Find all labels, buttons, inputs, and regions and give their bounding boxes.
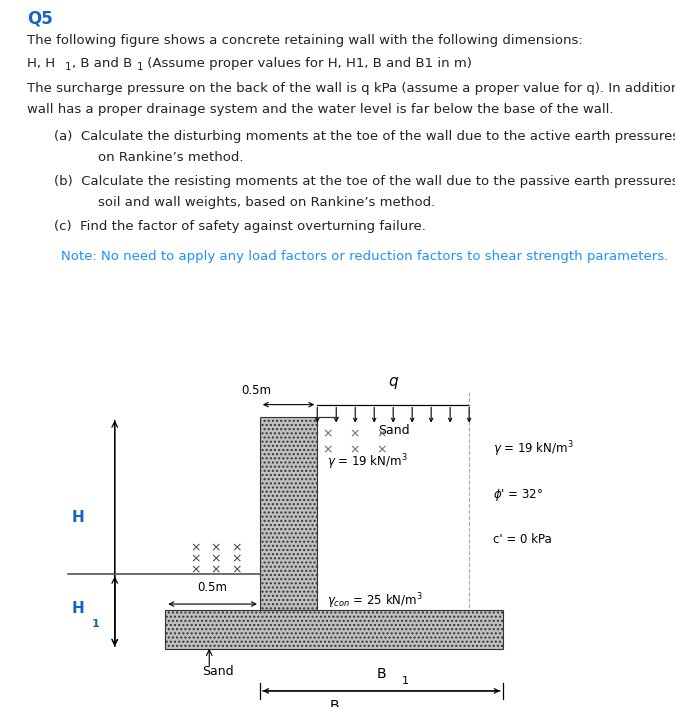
Text: ×: ×: [322, 443, 333, 456]
Text: soil and wall weights, based on Rankine’s method.: soil and wall weights, based on Rankine’…: [98, 197, 435, 209]
Text: B: B: [377, 667, 386, 682]
Text: ×: ×: [376, 427, 387, 440]
Text: ×: ×: [349, 427, 360, 440]
Text: H, H: H, H: [27, 57, 55, 71]
Text: 1: 1: [65, 62, 72, 72]
Text: ×: ×: [231, 553, 242, 566]
Text: q: q: [388, 373, 398, 389]
Text: 0.5m: 0.5m: [198, 581, 227, 595]
Text: The surcharge pressure on the back of the wall is q kPa (assume a proper value f: The surcharge pressure on the back of th…: [27, 82, 675, 95]
Text: ×: ×: [190, 553, 201, 566]
Text: ×: ×: [231, 563, 242, 577]
Text: ×: ×: [211, 542, 221, 554]
Text: H: H: [72, 600, 84, 616]
Text: H: H: [72, 510, 84, 525]
Text: on Rankine’s method.: on Rankine’s method.: [98, 151, 244, 164]
Text: ×: ×: [190, 563, 201, 577]
Text: (a)  Calculate the disturbing moments at the toe of the wall due to the active e: (a) Calculate the disturbing moments at …: [54, 130, 675, 143]
Text: (Assume proper values for H, H1, B and B1 in m): (Assume proper values for H, H1, B and B…: [143, 57, 472, 71]
Text: $\gamma$ = 19 kN/m$^3$: $\gamma$ = 19 kN/m$^3$: [493, 440, 573, 460]
Text: (c)  Find the factor of safety against overturning failure.: (c) Find the factor of safety against ov…: [54, 220, 426, 233]
Text: Q5: Q5: [27, 10, 53, 28]
Text: c' = 0 kPa: c' = 0 kPa: [493, 533, 551, 547]
Text: ×: ×: [211, 553, 221, 566]
Text: ×: ×: [322, 427, 333, 440]
Text: , B and B: , B and B: [72, 57, 132, 71]
Text: 0.5m: 0.5m: [242, 384, 271, 397]
Text: ×: ×: [190, 542, 201, 554]
Text: (b)  Calculate the resisting moments at the toe of the wall due to the passive e: (b) Calculate the resisting moments at t…: [54, 175, 675, 188]
Text: ×: ×: [376, 443, 387, 456]
Text: wall has a proper drainage system and the water level is far below the base of t: wall has a proper drainage system and th…: [27, 103, 614, 116]
Text: $\phi$' = 32°: $\phi$' = 32°: [493, 486, 543, 503]
Bar: [165, 610, 503, 649]
Text: Sand: Sand: [202, 665, 234, 678]
Text: 1: 1: [136, 62, 143, 72]
Text: ×: ×: [211, 563, 221, 577]
Text: $\gamma$ = 19 kN/m$^3$: $\gamma$ = 19 kN/m$^3$: [327, 452, 408, 472]
Text: The following figure shows a concrete retaining wall with the following dimensio: The following figure shows a concrete re…: [27, 34, 583, 47]
Text: Sand: Sand: [378, 424, 410, 437]
Text: Note: No need to apply any load factors or reduction factors to shear strength p: Note: No need to apply any load factors …: [61, 250, 668, 263]
Text: $\gamma_{con}$ = 25 kN/m$^3$: $\gamma_{con}$ = 25 kN/m$^3$: [327, 591, 423, 611]
Text: B: B: [329, 699, 339, 707]
Text: 1: 1: [402, 676, 408, 686]
Text: 1: 1: [92, 619, 100, 629]
Bar: [260, 417, 317, 610]
Text: ×: ×: [231, 542, 242, 554]
Text: ×: ×: [349, 443, 360, 456]
